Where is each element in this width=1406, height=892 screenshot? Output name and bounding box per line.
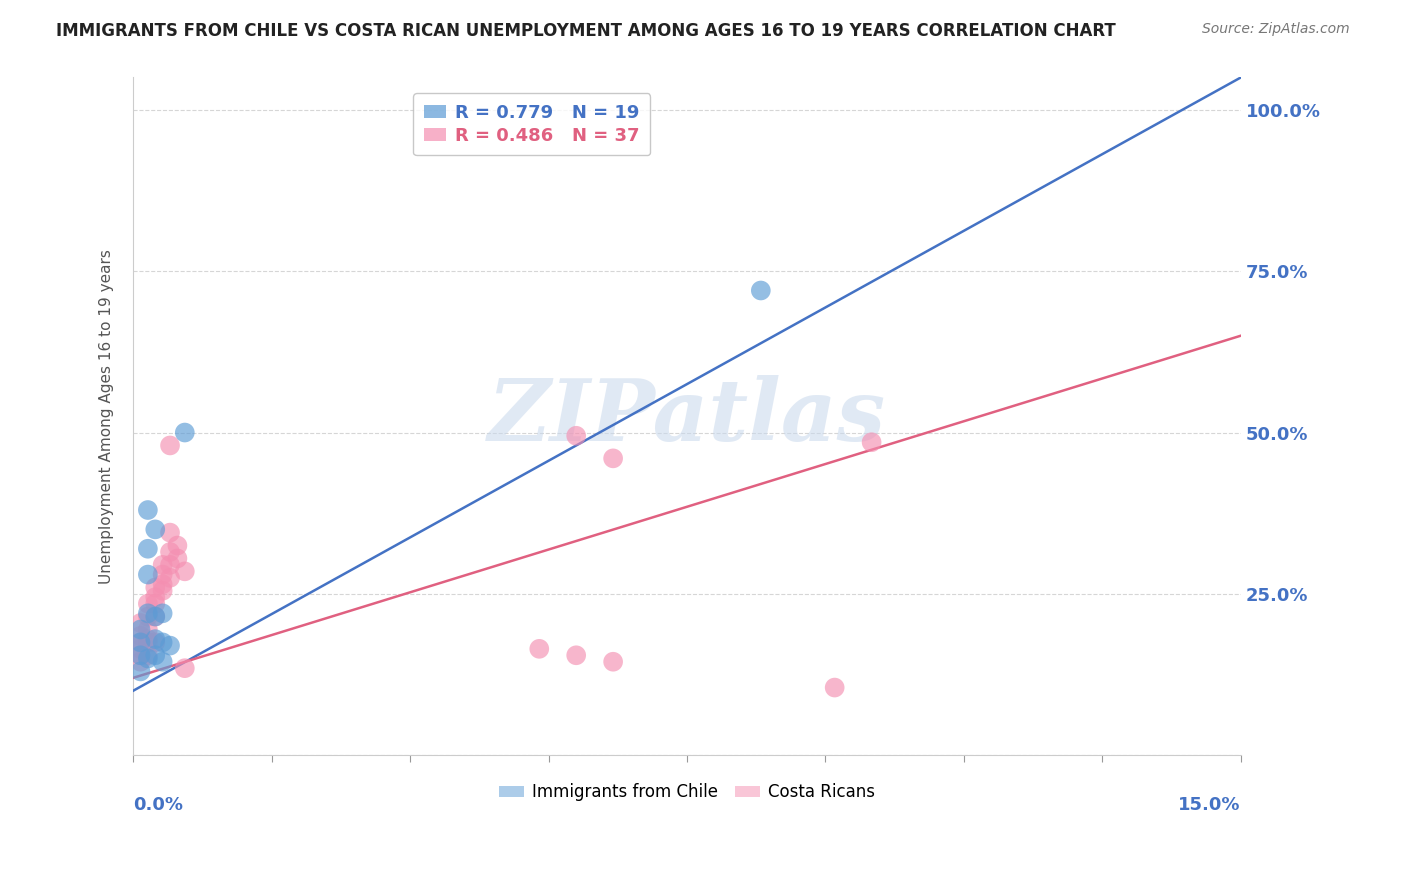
Point <box>173 661 195 675</box>
Point <box>565 429 588 443</box>
Point <box>129 648 152 663</box>
Point <box>143 597 166 611</box>
Text: Source: ZipAtlas.com: Source: ZipAtlas.com <box>1202 22 1350 37</box>
Point <box>143 581 166 595</box>
Point <box>143 609 166 624</box>
Point <box>152 577 174 591</box>
Text: 15.0%: 15.0% <box>1178 796 1241 814</box>
Y-axis label: Unemployment Among Ages 16 to 19 years: Unemployment Among Ages 16 to 19 years <box>100 249 114 584</box>
Point <box>136 648 159 663</box>
Point <box>602 451 624 466</box>
Point <box>159 525 181 540</box>
Point <box>143 648 166 663</box>
Text: IMMIGRANTS FROM CHILE VS COSTA RICAN UNEMPLOYMENT AMONG AGES 16 TO 19 YEARS CORR: IMMIGRANTS FROM CHILE VS COSTA RICAN UNE… <box>56 22 1116 40</box>
Point <box>159 545 181 559</box>
Point <box>136 609 159 624</box>
Point <box>136 651 159 665</box>
Point <box>129 665 152 679</box>
Point <box>136 607 159 621</box>
Point <box>143 609 166 624</box>
Point <box>129 615 152 630</box>
Point <box>136 623 159 637</box>
Point <box>129 635 152 649</box>
Point <box>159 571 181 585</box>
Point <box>143 635 166 649</box>
Point <box>152 558 174 572</box>
Point <box>143 632 166 647</box>
Point <box>129 629 152 643</box>
Point <box>136 541 159 556</box>
Point <box>129 641 152 656</box>
Point <box>143 590 166 604</box>
Point <box>129 635 152 649</box>
Point <box>136 635 159 649</box>
Point <box>143 522 166 536</box>
Point <box>749 284 772 298</box>
Text: ZIPatlas: ZIPatlas <box>488 375 886 458</box>
Point <box>159 558 181 572</box>
Point <box>173 565 195 579</box>
Point <box>152 583 174 598</box>
Point <box>166 551 188 566</box>
Point <box>159 639 181 653</box>
Point <box>152 567 174 582</box>
Point <box>166 539 188 553</box>
Point <box>136 597 159 611</box>
Point <box>860 435 883 450</box>
Point <box>129 623 152 637</box>
Legend: Immigrants from Chile, Costa Ricans: Immigrants from Chile, Costa Ricans <box>492 777 882 808</box>
Text: 0.0%: 0.0% <box>134 796 183 814</box>
Point <box>565 648 588 663</box>
Point <box>152 655 174 669</box>
Point <box>129 655 152 669</box>
Point <box>136 503 159 517</box>
Point <box>173 425 195 440</box>
Point <box>152 607 174 621</box>
Point <box>129 648 152 663</box>
Point <box>152 635 174 649</box>
Point <box>159 438 181 452</box>
Point <box>529 641 551 656</box>
Point <box>136 632 159 647</box>
Point <box>602 655 624 669</box>
Point <box>136 567 159 582</box>
Point <box>824 681 846 695</box>
